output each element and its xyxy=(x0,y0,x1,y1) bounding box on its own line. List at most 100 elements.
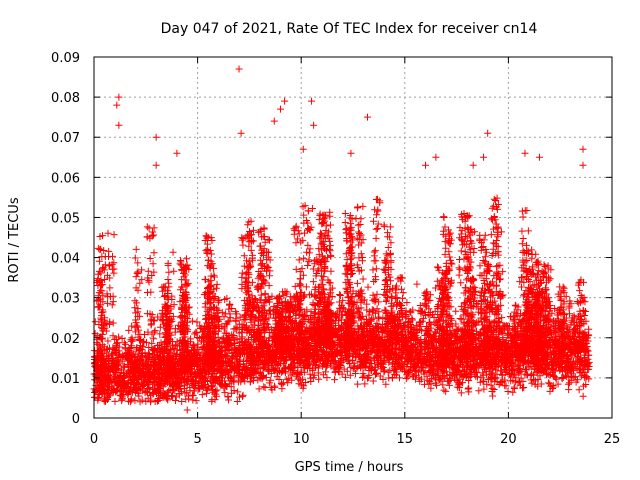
data-point xyxy=(360,364,368,372)
data-point xyxy=(189,342,197,350)
data-point xyxy=(368,308,376,316)
data-point xyxy=(452,307,460,315)
data-point xyxy=(193,318,201,326)
data-point xyxy=(233,310,241,318)
data-point xyxy=(546,380,554,388)
data-point xyxy=(168,392,176,400)
data-point xyxy=(156,323,164,331)
data-point xyxy=(464,385,472,393)
data-point xyxy=(234,388,242,396)
data-point xyxy=(536,372,544,380)
data-point xyxy=(126,398,134,406)
data-point xyxy=(145,343,153,351)
data-point xyxy=(220,313,228,321)
data-point xyxy=(255,385,263,393)
data-point xyxy=(531,380,539,388)
data-point xyxy=(107,351,115,359)
data-point xyxy=(135,392,143,400)
data-point xyxy=(275,375,283,383)
data-point xyxy=(95,390,103,398)
data-point xyxy=(492,366,500,374)
data-point xyxy=(476,360,484,368)
data-point xyxy=(426,368,434,376)
data-point xyxy=(196,325,204,333)
data-point xyxy=(519,384,527,392)
data-point xyxy=(204,383,212,391)
data-point xyxy=(91,330,99,338)
chart-title: Day 047 of 2021, Rate Of TEC Index for r… xyxy=(161,21,538,37)
data-point xyxy=(165,387,173,395)
data-point xyxy=(575,386,583,394)
data-point xyxy=(445,381,453,389)
data-point xyxy=(504,356,512,364)
data-point xyxy=(398,327,406,335)
data-point xyxy=(564,380,572,388)
data-point xyxy=(562,292,570,300)
data-point xyxy=(403,299,411,307)
data-point xyxy=(354,363,362,371)
data-point xyxy=(156,330,164,338)
data-point xyxy=(558,374,566,382)
data-point xyxy=(342,373,350,381)
data-point xyxy=(355,309,363,317)
data-point xyxy=(117,365,125,373)
data-point xyxy=(380,367,388,375)
data-point xyxy=(548,309,556,317)
data-point xyxy=(544,362,552,370)
data-point xyxy=(120,363,128,371)
data-point xyxy=(299,375,307,383)
data-point xyxy=(104,337,112,345)
data-point xyxy=(343,367,351,375)
data-point xyxy=(365,311,373,319)
data-point xyxy=(111,397,119,405)
data-point xyxy=(342,284,350,292)
data-point xyxy=(404,373,412,381)
data-point xyxy=(455,375,463,383)
data-point xyxy=(198,391,206,399)
data-point xyxy=(136,336,144,344)
data-point xyxy=(387,292,395,300)
data-point xyxy=(469,311,477,319)
data-point xyxy=(150,335,158,343)
data-point xyxy=(162,391,170,399)
data-point xyxy=(378,359,386,367)
data-point xyxy=(154,313,162,321)
data-point xyxy=(554,361,562,369)
data-point xyxy=(194,340,202,348)
data-point xyxy=(327,360,335,368)
data-point xyxy=(411,375,419,383)
data-point xyxy=(363,300,371,308)
data-point xyxy=(306,370,314,378)
data-point xyxy=(373,353,381,361)
data-point xyxy=(516,278,524,286)
data-point xyxy=(504,388,512,396)
data-point xyxy=(452,320,460,328)
data-point xyxy=(371,370,379,378)
data-point xyxy=(119,387,127,395)
data-point xyxy=(351,370,359,377)
data-point xyxy=(125,326,133,334)
data-point xyxy=(127,396,135,404)
data-point xyxy=(412,322,420,330)
data-point xyxy=(379,375,387,383)
data-point xyxy=(171,396,179,404)
data-point xyxy=(562,352,570,360)
data-point xyxy=(545,379,553,387)
data-point xyxy=(91,318,99,326)
data-point xyxy=(420,380,428,388)
data-point xyxy=(457,302,465,310)
data-point xyxy=(191,330,199,338)
data-point xyxy=(331,376,339,384)
data-point xyxy=(273,360,281,368)
data-point xyxy=(572,378,580,386)
data-point xyxy=(527,370,535,378)
data-point xyxy=(336,292,344,300)
data-point xyxy=(322,368,330,376)
data-point xyxy=(409,306,417,314)
data-point xyxy=(192,328,200,336)
data-point xyxy=(465,388,473,396)
data-point xyxy=(361,380,369,388)
data-point xyxy=(230,386,238,394)
data-point xyxy=(323,374,331,382)
data-point xyxy=(236,313,244,321)
